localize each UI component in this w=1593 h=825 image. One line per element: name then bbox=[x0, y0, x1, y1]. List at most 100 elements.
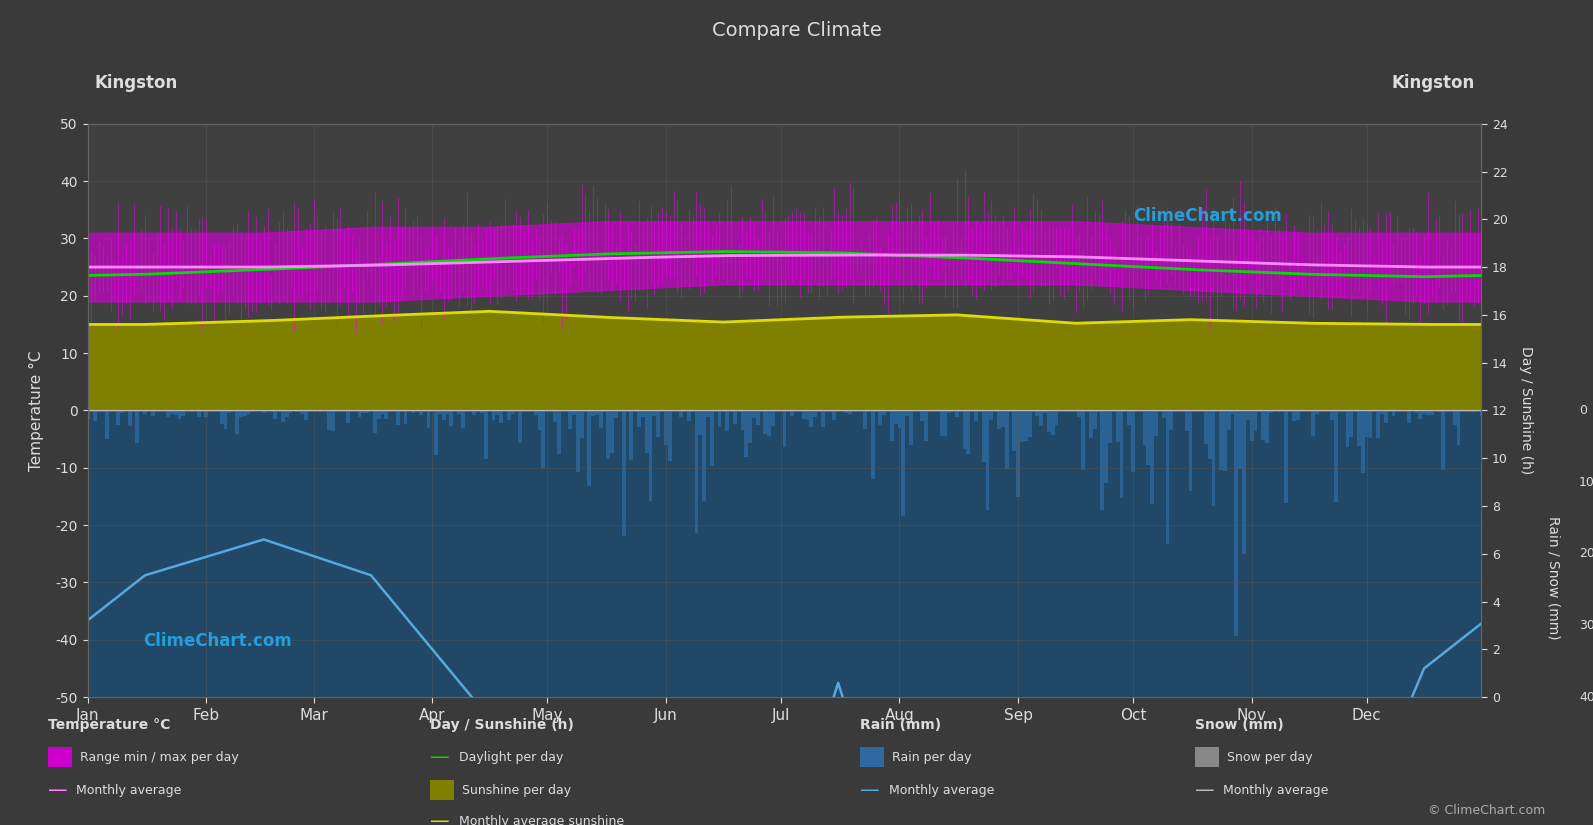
Bar bbox=[511, 411, 515, 414]
Bar bbox=[1376, 411, 1380, 438]
Bar bbox=[1207, 411, 1212, 460]
Bar bbox=[863, 411, 867, 429]
Bar bbox=[411, 411, 416, 412]
Bar bbox=[274, 411, 277, 419]
Bar bbox=[507, 411, 511, 420]
Bar bbox=[135, 411, 139, 443]
Bar bbox=[1169, 411, 1172, 430]
Bar bbox=[288, 411, 293, 413]
Bar bbox=[1480, 411, 1483, 416]
Bar bbox=[1227, 411, 1231, 430]
Text: —: — bbox=[1195, 780, 1214, 800]
Bar bbox=[1384, 411, 1388, 423]
Text: Compare Climate: Compare Climate bbox=[712, 21, 881, 40]
Bar bbox=[1035, 411, 1039, 416]
Bar bbox=[1246, 411, 1251, 420]
Bar bbox=[400, 411, 403, 412]
Bar bbox=[542, 411, 545, 468]
Bar bbox=[495, 411, 499, 415]
Bar bbox=[1047, 411, 1051, 432]
Bar bbox=[656, 411, 660, 437]
Bar bbox=[637, 411, 640, 427]
Bar bbox=[940, 411, 943, 436]
Bar bbox=[457, 411, 460, 414]
Bar bbox=[449, 411, 454, 426]
Bar bbox=[943, 411, 948, 436]
Bar bbox=[967, 411, 970, 454]
Bar bbox=[1380, 411, 1384, 413]
Bar bbox=[100, 411, 105, 412]
Bar bbox=[679, 411, 683, 417]
Bar bbox=[166, 411, 170, 417]
Bar bbox=[801, 411, 806, 419]
Text: —: — bbox=[430, 812, 449, 825]
Bar bbox=[929, 411, 932, 412]
Bar bbox=[1147, 411, 1150, 464]
Bar bbox=[588, 411, 591, 486]
Bar bbox=[1295, 411, 1300, 421]
Bar bbox=[190, 411, 193, 412]
Bar bbox=[119, 411, 124, 412]
Bar bbox=[763, 411, 768, 434]
Bar bbox=[847, 411, 852, 414]
Text: Range min / max per day: Range min / max per day bbox=[80, 751, 239, 764]
Bar bbox=[1131, 411, 1134, 472]
Bar bbox=[1166, 411, 1169, 544]
Bar bbox=[1243, 411, 1246, 554]
Text: Monthly average: Monthly average bbox=[889, 784, 994, 797]
Bar bbox=[1276, 411, 1281, 412]
Bar bbox=[403, 411, 408, 424]
Bar bbox=[1013, 411, 1016, 450]
Bar bbox=[1341, 411, 1346, 412]
Bar bbox=[1349, 411, 1352, 436]
Bar bbox=[553, 411, 556, 422]
Bar bbox=[484, 411, 487, 459]
Bar bbox=[910, 411, 913, 446]
Bar bbox=[1055, 411, 1058, 425]
Bar bbox=[1330, 411, 1333, 421]
Text: Rain (mm): Rain (mm) bbox=[860, 718, 941, 732]
Bar bbox=[833, 411, 836, 420]
Bar bbox=[228, 411, 231, 412]
Bar bbox=[883, 411, 886, 416]
Bar bbox=[1238, 411, 1243, 469]
Bar bbox=[997, 411, 1000, 429]
Bar bbox=[381, 411, 384, 413]
Text: 40: 40 bbox=[1579, 691, 1593, 704]
Bar bbox=[151, 411, 155, 417]
Bar bbox=[1020, 411, 1024, 442]
Bar bbox=[296, 411, 299, 412]
Bar bbox=[924, 411, 929, 441]
Bar bbox=[744, 411, 749, 457]
Text: Monthly average: Monthly average bbox=[1223, 784, 1329, 797]
Bar bbox=[710, 411, 714, 466]
Bar bbox=[645, 411, 648, 453]
Bar bbox=[1204, 411, 1207, 444]
Bar bbox=[621, 411, 626, 536]
Bar bbox=[1270, 411, 1273, 412]
Bar bbox=[1063, 411, 1066, 412]
Bar bbox=[894, 411, 897, 424]
Bar bbox=[261, 411, 266, 413]
Text: 30: 30 bbox=[1579, 619, 1593, 632]
Bar bbox=[1161, 411, 1166, 418]
Bar bbox=[419, 411, 422, 415]
Bar bbox=[695, 411, 698, 532]
Bar bbox=[239, 411, 242, 417]
Bar bbox=[575, 411, 580, 472]
Bar bbox=[1437, 411, 1442, 412]
Bar bbox=[1077, 411, 1082, 417]
Bar bbox=[1257, 411, 1262, 412]
Bar bbox=[1333, 411, 1338, 502]
Bar bbox=[897, 411, 902, 428]
Text: Monthly average: Monthly average bbox=[76, 784, 182, 797]
Bar bbox=[346, 411, 350, 422]
Bar bbox=[820, 411, 825, 427]
Bar bbox=[1368, 411, 1372, 437]
Text: Temperature °C: Temperature °C bbox=[48, 718, 170, 732]
Bar bbox=[97, 411, 100, 412]
Bar bbox=[1090, 411, 1093, 437]
Bar bbox=[1284, 411, 1289, 503]
Bar bbox=[890, 411, 894, 441]
Bar bbox=[1431, 411, 1434, 415]
